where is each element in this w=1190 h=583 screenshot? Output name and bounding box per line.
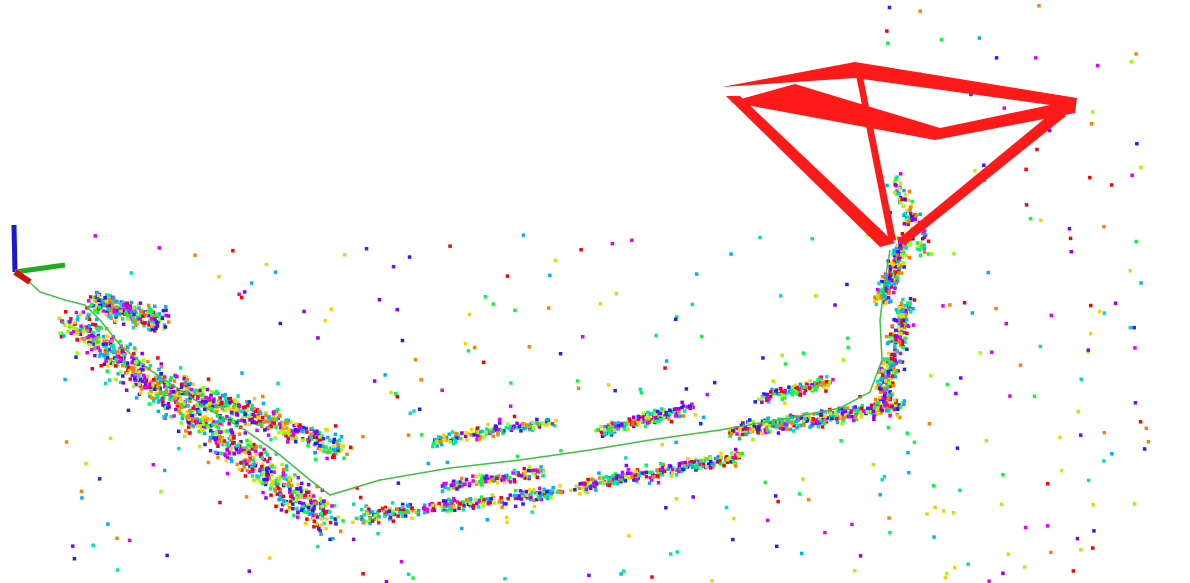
axis-y [11,224,18,273]
frustum-edge-left [726,96,895,247]
frustum-edge-back [855,70,896,242]
point-cloud [57,4,1151,583]
axis-z [13,269,32,285]
origin-axes-gizmo [11,224,66,285]
frustum-rim [722,62,1077,140]
camera-trajectory [21,249,891,496]
camera-frustum [722,62,1077,247]
axis-x [14,262,66,275]
frustum-edge-right [897,110,1066,245]
